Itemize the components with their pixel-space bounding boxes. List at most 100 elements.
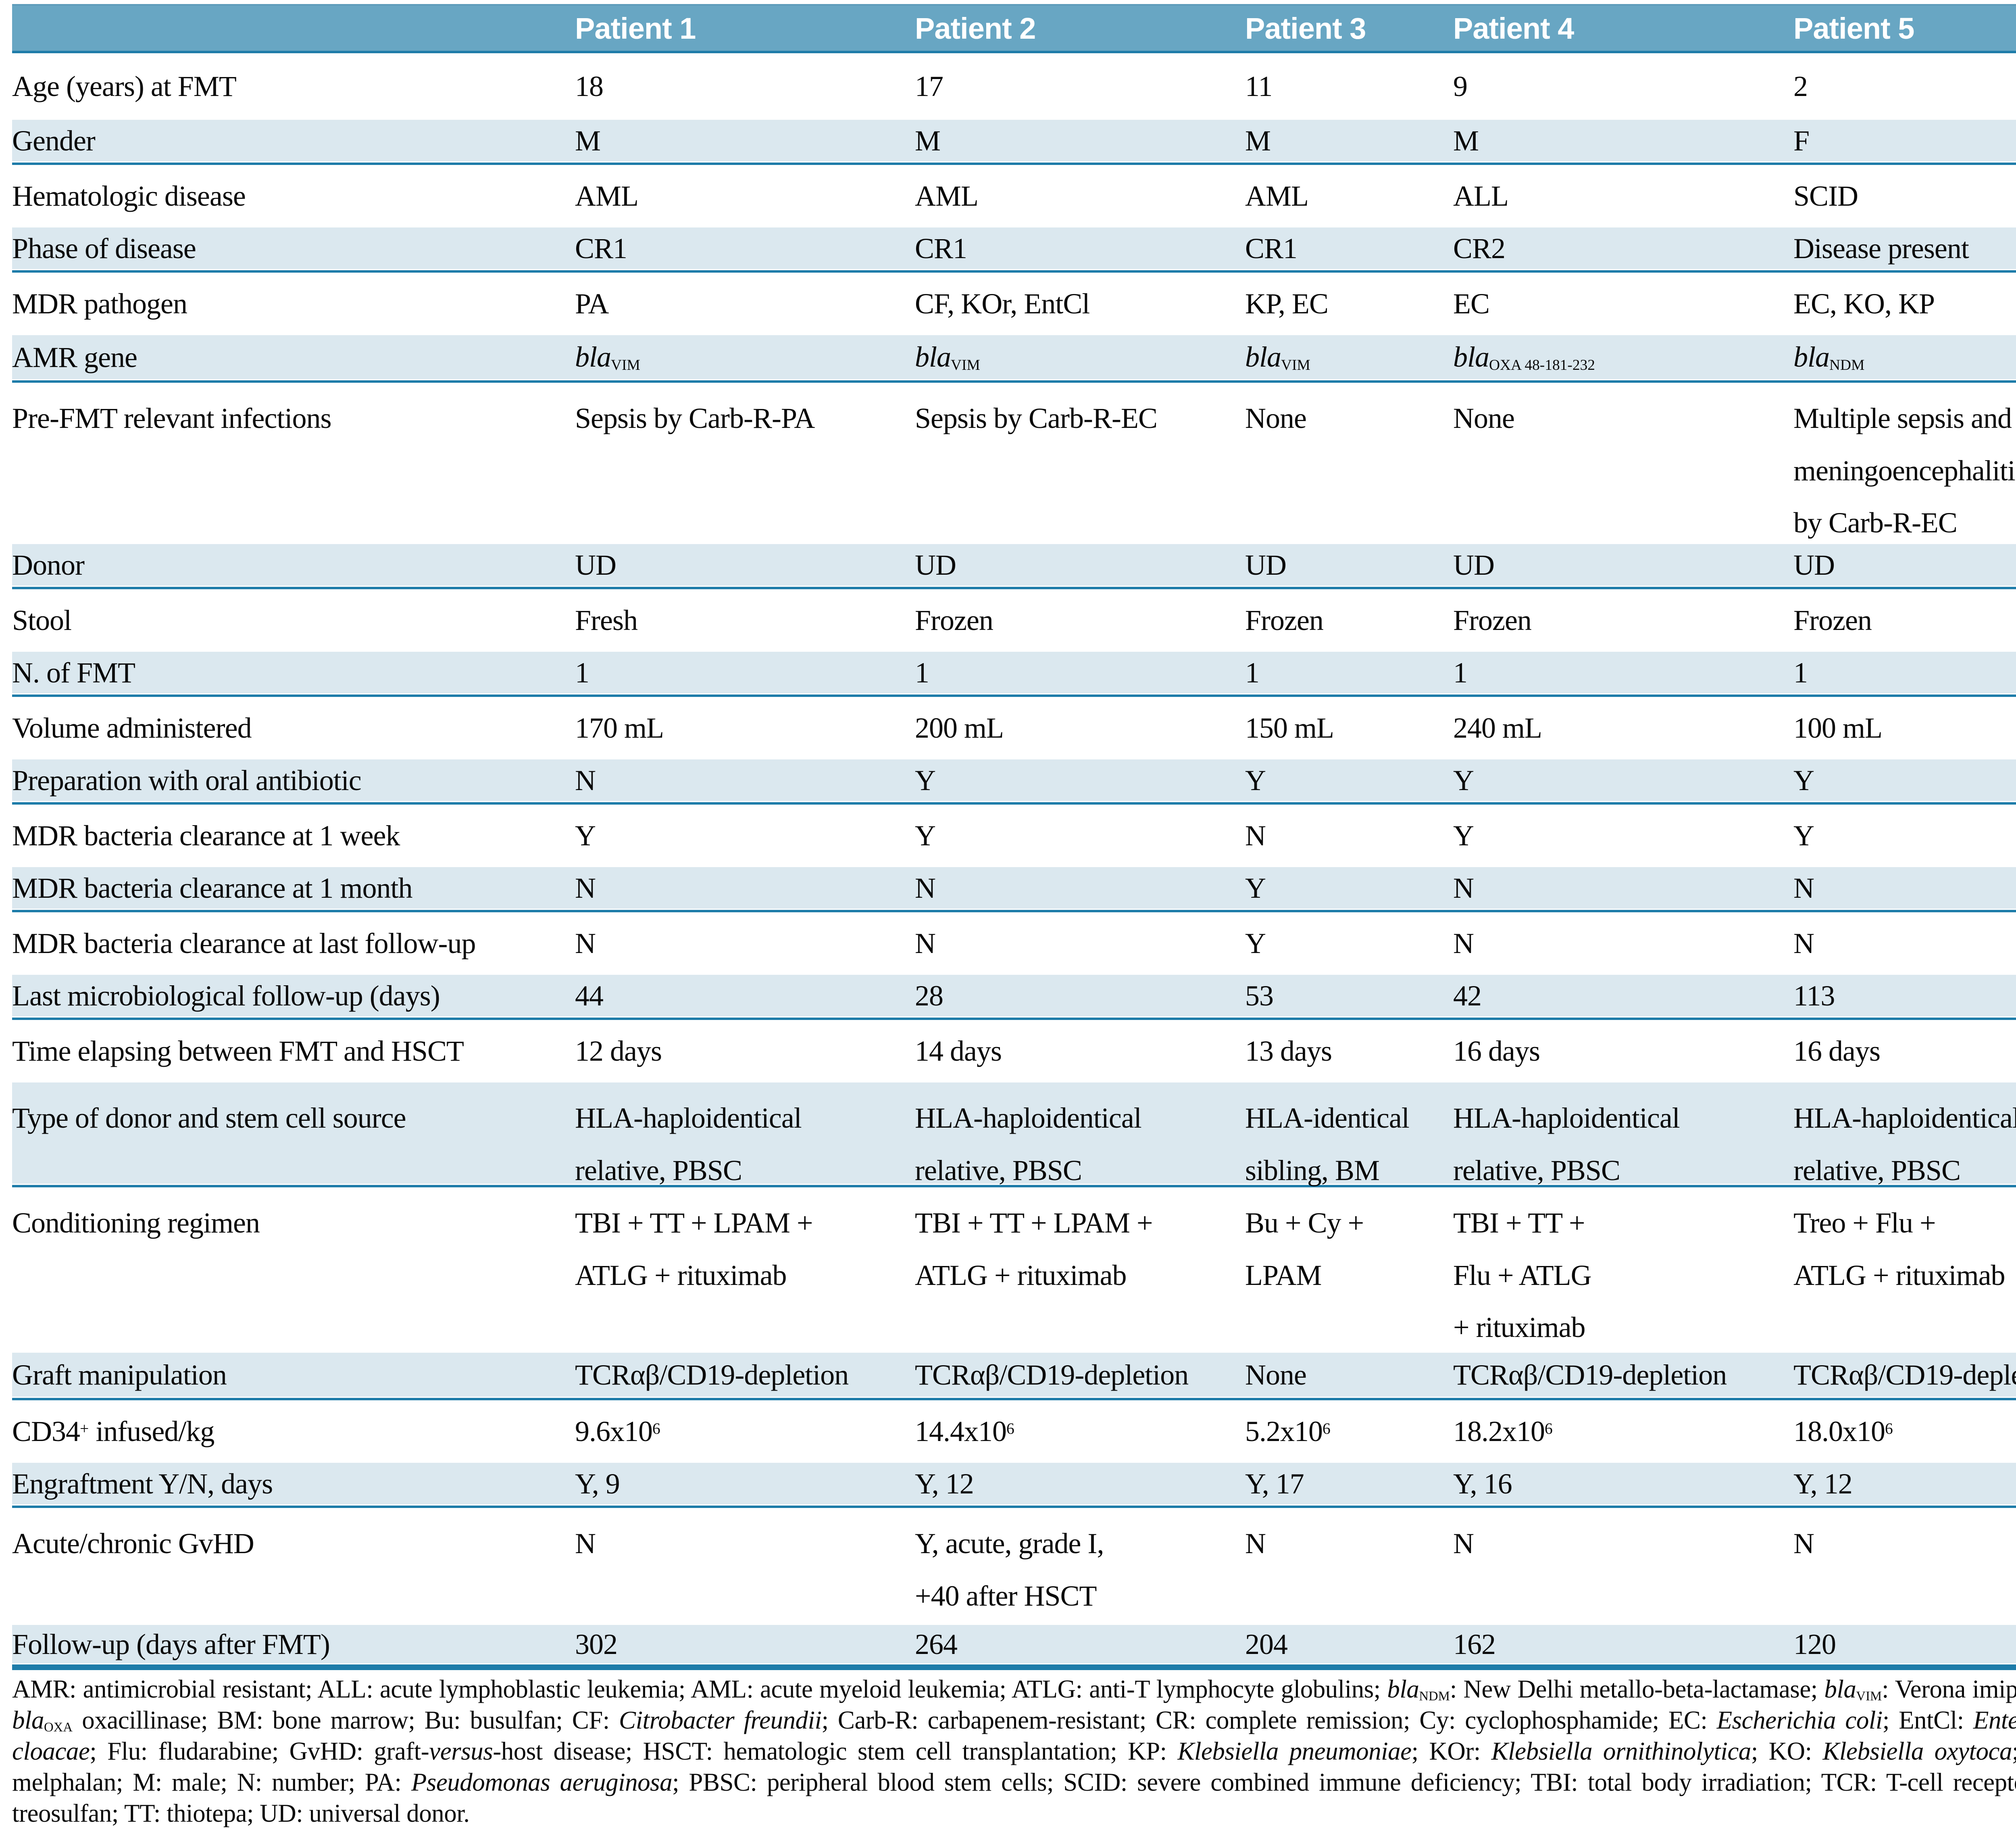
cell-volume-administered-patient-4: 240 mL: [1453, 711, 1542, 744]
row-volume-administered: Volume administered 170 mL 200 mL 150 mL 240…: [12, 697, 2016, 759]
row-label-clearance-last-followup: MDR bacteria clearance at last follow-up: [12, 927, 476, 959]
row-gender: Gender M M M M F: [12, 120, 2016, 165]
cell-clearance-1-month-patient-2: N: [915, 872, 936, 905]
cell-mdr-pathogen-patient-4: EC: [1453, 287, 1490, 320]
row-label-amr-gene: AMR gene: [12, 341, 137, 374]
row-label-mdr-pathogen: MDR pathogen: [12, 287, 187, 320]
cell-conditioning-regimen-patient-1: TBI + TT + LPAM + ATLG + rituximab: [575, 1207, 813, 1291]
row-label-donor-stem-cell-source: Type of donor and stem cell source: [12, 1102, 406, 1134]
cell-hematologic-disease-patient-4: ALL: [1453, 179, 1509, 212]
cell-conditioning-regimen-patient-3: Bu + Cy + LPAM: [1245, 1207, 1364, 1291]
cell-gender-patient-5: F: [1793, 125, 1810, 157]
row-label-clearance-1-week: MDR bacteria clearance at 1 week: [12, 819, 400, 852]
cell-gender-patient-4: M: [1453, 125, 1479, 157]
row-label-gvhd: Acute/chronic GvHD: [12, 1527, 254, 1560]
row-label-hematologic-disease: Hematologic disease: [12, 179, 246, 212]
cell-graft-manipulation-patient-2: TCRαβ/CD19-depletion: [915, 1359, 1189, 1391]
cell-gender-patient-2: M: [915, 125, 941, 157]
cell-hematologic-disease-patient-5: SCID: [1793, 179, 1858, 212]
cell-volume-administered-patient-2: 200 mL: [915, 711, 1004, 744]
header-patient-5: Patient 5: [1793, 11, 1914, 45]
header-patient-3: Patient 3: [1245, 11, 1366, 45]
row-label-stool: Stool: [12, 604, 72, 636]
cell-last-micro-followup-patient-5: 113: [1793, 980, 1835, 1012]
header-patient-4: Patient 4: [1453, 11, 1574, 45]
row-oral-antibiotic-prep: Preparation with oral antibiotic N Y Y Y Y: [12, 759, 2016, 805]
cell-n-of-fmt-patient-3: 1: [1245, 657, 1260, 689]
cell-conditioning-regimen-patient-4: TBI + TT + Flu + ATLG + rituximab: [1453, 1207, 1592, 1344]
cell-phase-of-disease-patient-2: CR1: [915, 232, 967, 265]
cell-phase-of-disease-patient-3: CR1: [1245, 232, 1297, 265]
cell-mdr-pathogen-patient-2: CF, KOr, EntCl: [915, 287, 1090, 320]
cell-cd34-infused-patient-2: 14.4x106: [915, 1415, 1014, 1447]
cell-last-micro-followup-patient-2: 28: [915, 980, 943, 1012]
cell-donor-stem-cell-source-patient-1: HLA-haploidentical relative, PBSC: [575, 1102, 802, 1187]
cell-engraftment-patient-1: Y, 9: [575, 1468, 620, 1500]
cell-clearance-1-month-patient-4: N: [1453, 872, 1474, 905]
row-label-oral-antibiotic-prep: Preparation with oral antibiotic: [12, 764, 362, 797]
cell-engraftment-patient-3: Y, 17: [1245, 1468, 1304, 1500]
cell-donor-patient-1: UD: [575, 549, 616, 582]
cell-amr-gene-patient-4: blaOXA 48-181-232: [1453, 341, 1595, 374]
cell-clearance-1-week-patient-5: Y: [1793, 819, 1814, 852]
cell-engraftment-patient-2: Y, 12: [915, 1468, 974, 1500]
row-label-last-micro-followup: Last microbiological follow-up (days): [12, 980, 440, 1012]
cell-last-micro-followup-patient-3: 53: [1245, 980, 1274, 1012]
cell-clearance-last-followup-patient-3: Y: [1245, 927, 1266, 959]
row-label-conditioning-regimen: Conditioning regimen: [12, 1207, 260, 1239]
cell-oral-antibiotic-prep-patient-5: Y: [1793, 764, 1814, 797]
cell-conditioning-regimen-patient-5: Treo + Flu + ATLG + rituximab: [1793, 1207, 2006, 1291]
cell-graft-manipulation-patient-3: None: [1245, 1359, 1307, 1391]
row-donor-stem-cell-source: Type of donor and stem cell source HLA-ha…: [12, 1082, 2016, 1187]
row-last-micro-followup: Last microbiological follow-up (days) 44 2…: [12, 975, 2016, 1020]
cell-pre-fmt-infections-patient-2: Sepsis by Carb-R-EC: [915, 402, 1158, 434]
cell-n-of-fmt-patient-4: 1: [1453, 657, 1468, 689]
cell-donor-patient-3: UD: [1245, 549, 1287, 582]
cell-clearance-1-week-patient-1: Y: [575, 819, 596, 852]
cell-clearance-1-week-patient-3: N: [1245, 819, 1266, 852]
row-label-clearance-1-month: MDR bacteria clearance at 1 month: [12, 872, 413, 905]
row-label-engraftment: Engraftment Y/N, days: [12, 1468, 273, 1500]
cell-followup-days-patient-3: 204: [1245, 1628, 1288, 1661]
cell-mdr-pathogen-patient-3: KP, EC: [1245, 287, 1329, 320]
cell-mdr-pathogen-patient-5: EC, KO, KP: [1793, 287, 1935, 320]
cell-mdr-pathogen-patient-1: PA: [575, 287, 609, 320]
cell-phase-of-disease-patient-1: CR1: [575, 232, 627, 265]
cell-clearance-last-followup-patient-4: N: [1453, 927, 1474, 959]
cell-age-patient-5: 2: [1793, 70, 1808, 102]
cell-donor-stem-cell-source-patient-5: HLA-haploidentical relative, PBSC: [1793, 1102, 2016, 1187]
row-clearance-1-week: MDR bacteria clearance at 1 week Y Y N Y Y: [12, 805, 2016, 867]
row-label-cd34-infused: CD34+ infused/kg: [12, 1415, 215, 1447]
cell-gvhd-patient-1: N: [575, 1527, 596, 1560]
cell-clearance-1-month-patient-3: Y: [1245, 872, 1266, 905]
cell-last-micro-followup-patient-1: 44: [575, 980, 604, 1012]
row-label-age: Age (years) at FMT: [12, 70, 237, 102]
cell-cd34-infused-patient-5: 18.0x106: [1793, 1415, 1893, 1447]
cell-graft-manipulation-patient-1: TCRαβ/CD19-depletion: [575, 1359, 849, 1391]
row-mdr-pathogen: MDR pathogen PA CF, KOr, EntCl KP, EC EC EC, …: [12, 273, 2016, 335]
row-pre-fmt-infections: Pre-FMT relevant infections Sepsis by Car…: [12, 383, 2016, 544]
cell-donor-patient-4: UD: [1453, 549, 1495, 582]
row-conditioning-regimen: Conditioning regimen TBI + TT + LPAM + ATL…: [12, 1187, 2016, 1353]
row-graft-manipulation: Graft manipulation TCRαβ/CD19-depletion TC…: [12, 1353, 2016, 1400]
cell-hematologic-disease-patient-1: AML: [575, 179, 639, 212]
cell-cd34-infused-patient-3: 5.2x106: [1245, 1415, 1331, 1447]
row-amr-gene: AMR gene blaVIM blaVIM blaVIM blaOXA 48-181-…: [12, 335, 2016, 383]
cell-hematologic-disease-patient-3: AML: [1245, 179, 1309, 212]
cell-stool-patient-3: Frozen: [1245, 604, 1324, 636]
cell-gvhd-patient-2: Y, acute, grade I, +40 after HSCT: [915, 1527, 1104, 1612]
cell-last-micro-followup-patient-4: 42: [1453, 980, 1482, 1012]
cell-phase-of-disease-patient-5: Disease present: [1793, 232, 1969, 265]
cell-clearance-last-followup-patient-5: N: [1793, 927, 1814, 959]
cell-clearance-1-month-patient-1: N: [575, 872, 596, 905]
cell-followup-days-patient-5: 120: [1793, 1628, 1836, 1661]
header-patient-2: Patient 2: [915, 11, 1036, 45]
cell-clearance-last-followup-patient-2: N: [915, 927, 936, 959]
cell-pre-fmt-infections-patient-4: None: [1453, 402, 1515, 434]
cell-followup-days-patient-1: 302: [575, 1628, 618, 1661]
cell-donor-stem-cell-source-patient-3: HLA-identical sibling, BM: [1245, 1102, 1410, 1187]
row-age: Age (years) at FMT 18 17 11 9 2: [12, 53, 2016, 120]
row-cd34-infused: CD34+ infused/kg 9.6x106 14.4x106 5.2x106 18…: [12, 1400, 2016, 1463]
cell-time-fmt-hsct-patient-3: 13 days: [1245, 1034, 1332, 1067]
row-label-phase-of-disease: Phase of disease: [12, 232, 196, 265]
